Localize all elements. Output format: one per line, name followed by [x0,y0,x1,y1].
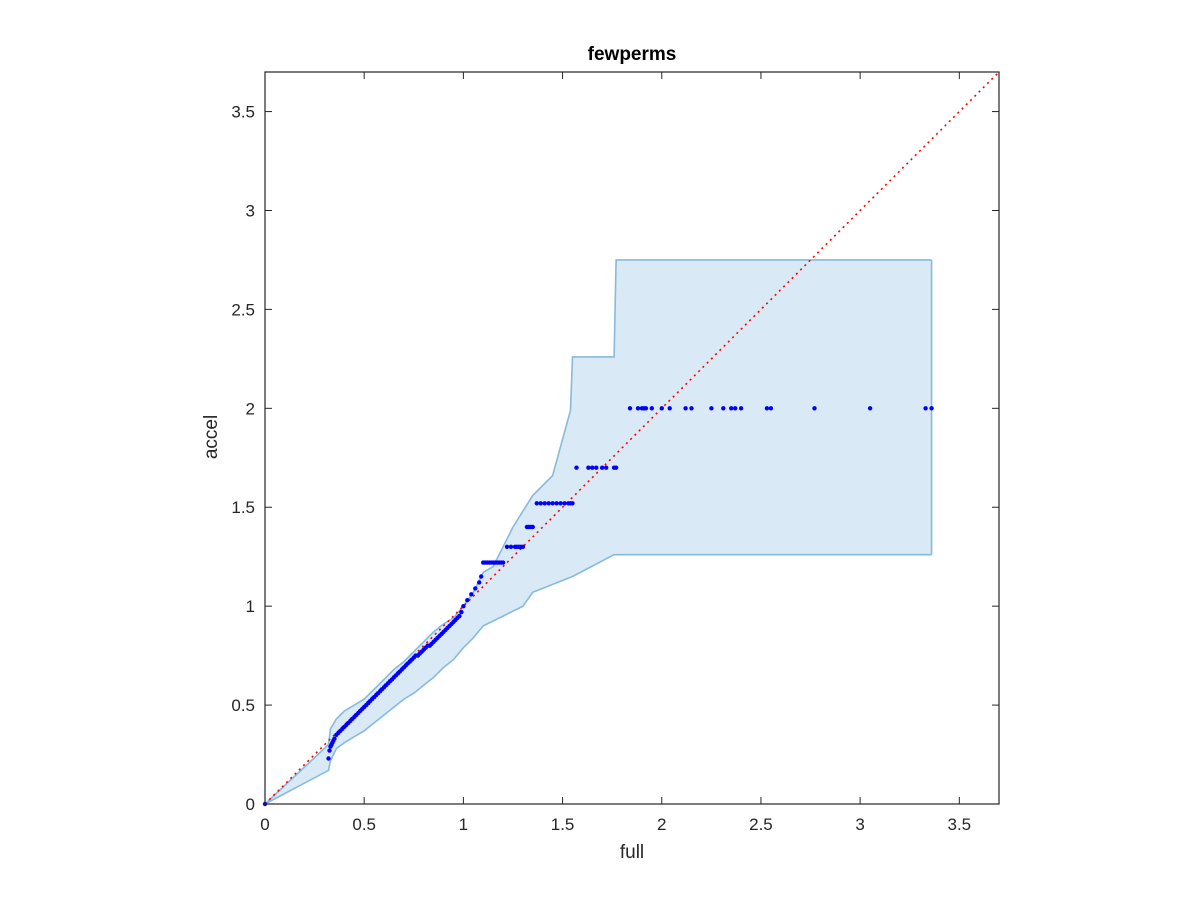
x-axis-label: full [620,842,644,863]
data-point [590,465,595,470]
data-point [733,406,738,411]
data-point [627,406,633,411]
y-tick-label: 2 [246,399,255,418]
data-point [812,406,817,411]
data-point [558,501,563,506]
data-point [477,580,482,585]
data-point [594,465,599,470]
data-point [550,501,555,506]
x-tick-label: 0 [260,815,269,834]
data-point [659,406,664,411]
data-point [326,756,331,761]
data-point [554,501,559,506]
data-point [469,592,474,597]
data-point [500,560,506,565]
x-tick-label: 1.5 [551,815,575,834]
data-point [683,406,688,411]
x-tick-label: 3 [855,815,864,834]
data-point [574,465,579,470]
data-point [459,609,464,615]
data-point [530,524,535,530]
data-point [643,406,649,411]
plot-area [262,71,1000,807]
data-point [729,406,734,411]
y-axis: 0 0.5 1 1.5 2 2.5 3 3.5 [231,103,999,814]
x-tick-label: 2.5 [749,815,773,834]
y-axis-label: accel [201,415,222,459]
data-point [721,406,726,411]
data-point [867,406,873,411]
x-tick-label: 1 [459,815,468,834]
data-point [764,406,770,411]
x-tick-label: 3.5 [948,815,972,834]
y-tick-label: 1 [246,597,255,616]
x-tick-label: 2 [657,815,666,834]
data-point [473,586,478,591]
data-point [923,406,928,411]
data-point [738,406,744,411]
data-point [709,406,714,411]
data-point [479,574,484,579]
data-point [604,465,609,470]
data-point [689,406,694,411]
y-tick-label: 3.5 [231,103,255,122]
data-point [457,613,462,619]
data-point [538,501,543,506]
axes-box [264,71,1000,805]
x-tick-label: 0.5 [352,815,376,834]
data-point [768,406,774,411]
confidence-band [265,259,932,804]
data-point [667,406,672,411]
y-tick-label: 0 [246,795,255,814]
data-point [504,544,510,549]
data-point [332,736,337,741]
data-point [508,544,514,549]
data-point [613,465,619,470]
data-point [520,544,526,549]
x-axis: 0 0.5 1 1.5 2 2.5 3 3.5 [260,72,971,834]
y-tick-label: 0.5 [231,696,255,715]
data-point [465,598,470,603]
y-tick-label: 2.5 [231,300,255,319]
data-point [600,465,605,470]
data-point [570,501,575,506]
band-lower-edge [264,553,932,805]
chart-title: fewperms [588,44,677,65]
data-point [649,406,654,411]
data-point [546,501,551,506]
data-point [534,501,539,506]
data-point [461,604,466,609]
data-point [929,406,934,411]
data-point [562,501,567,506]
y-tick-label: 3 [246,201,255,220]
data-point [327,748,332,753]
data-point [635,406,641,411]
y-tick-label: 1.5 [231,498,255,517]
data-point [542,501,547,506]
data-point [586,465,591,470]
